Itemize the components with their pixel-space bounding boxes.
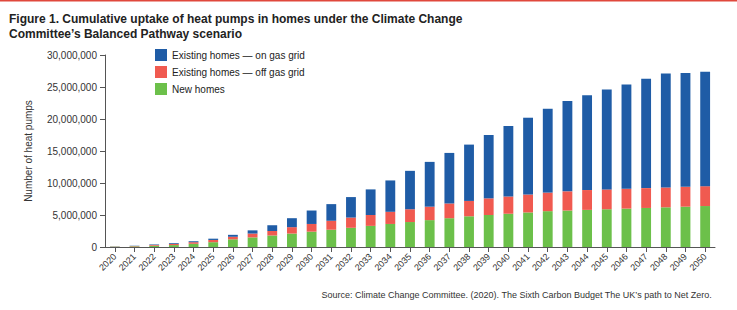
svg-text:2042: 2042: [530, 251, 551, 272]
svg-text:20,000,000: 20,000,000: [47, 114, 97, 125]
svg-text:2032: 2032: [333, 251, 354, 272]
svg-text:2020: 2020: [97, 251, 118, 272]
svg-text:Source: Climate Change Committ: Source: Climate Change Committee. (2020)…: [321, 290, 711, 300]
svg-text:2035: 2035: [392, 251, 413, 272]
svg-text:2047: 2047: [628, 251, 649, 272]
svg-text:Existing homes — off gas grid: Existing homes — off gas grid: [172, 67, 305, 78]
svg-text:2029: 2029: [274, 251, 295, 272]
svg-text:2021: 2021: [117, 251, 138, 272]
svg-text:Existing homes — on gas grid: Existing homes — on gas grid: [172, 50, 305, 61]
svg-text:2039: 2039: [471, 251, 492, 272]
svg-text:2045: 2045: [589, 251, 610, 272]
svg-text:15,000,000: 15,000,000: [47, 146, 97, 157]
svg-text:2024: 2024: [176, 251, 197, 272]
svg-text:Figure 1. Cumulative uptake of: Figure 1. Cumulative uptake of heat pump…: [9, 12, 466, 26]
svg-text:2046: 2046: [609, 251, 630, 272]
svg-text:2033: 2033: [353, 251, 374, 272]
svg-text:2044: 2044: [569, 251, 590, 272]
svg-text:2037: 2037: [432, 251, 453, 272]
svg-text:2025: 2025: [196, 251, 217, 272]
svg-text:10,000,000: 10,000,000: [47, 178, 97, 189]
svg-text:2028: 2028: [255, 251, 276, 272]
svg-text:2026: 2026: [215, 251, 236, 272]
svg-text:Committee’s Balanced Pathway s: Committee’s Balanced Pathway scenario: [9, 27, 242, 41]
svg-text:2031: 2031: [314, 251, 335, 272]
svg-text:2043: 2043: [550, 251, 571, 272]
svg-text:2023: 2023: [156, 251, 177, 272]
svg-text:2050: 2050: [687, 251, 708, 272]
svg-text:0: 0: [91, 242, 97, 253]
svg-text:2036: 2036: [412, 251, 433, 272]
svg-text:2027: 2027: [235, 251, 256, 272]
svg-text:2048: 2048: [648, 251, 669, 272]
svg-text:30,000,000: 30,000,000: [47, 50, 97, 61]
svg-text:5,000,000: 5,000,000: [53, 210, 98, 221]
svg-text:2030: 2030: [294, 251, 315, 272]
svg-text:2038: 2038: [451, 251, 472, 272]
svg-text:2040: 2040: [491, 251, 512, 272]
svg-text:New homes: New homes: [172, 84, 225, 95]
svg-text:Number of heat pumps: Number of heat pumps: [23, 100, 34, 202]
svg-text:2022: 2022: [137, 251, 158, 272]
svg-text:2049: 2049: [668, 251, 689, 272]
svg-text:2041: 2041: [510, 251, 531, 272]
svg-text:25,000,000: 25,000,000: [47, 82, 97, 93]
svg-text:2034: 2034: [373, 251, 394, 272]
